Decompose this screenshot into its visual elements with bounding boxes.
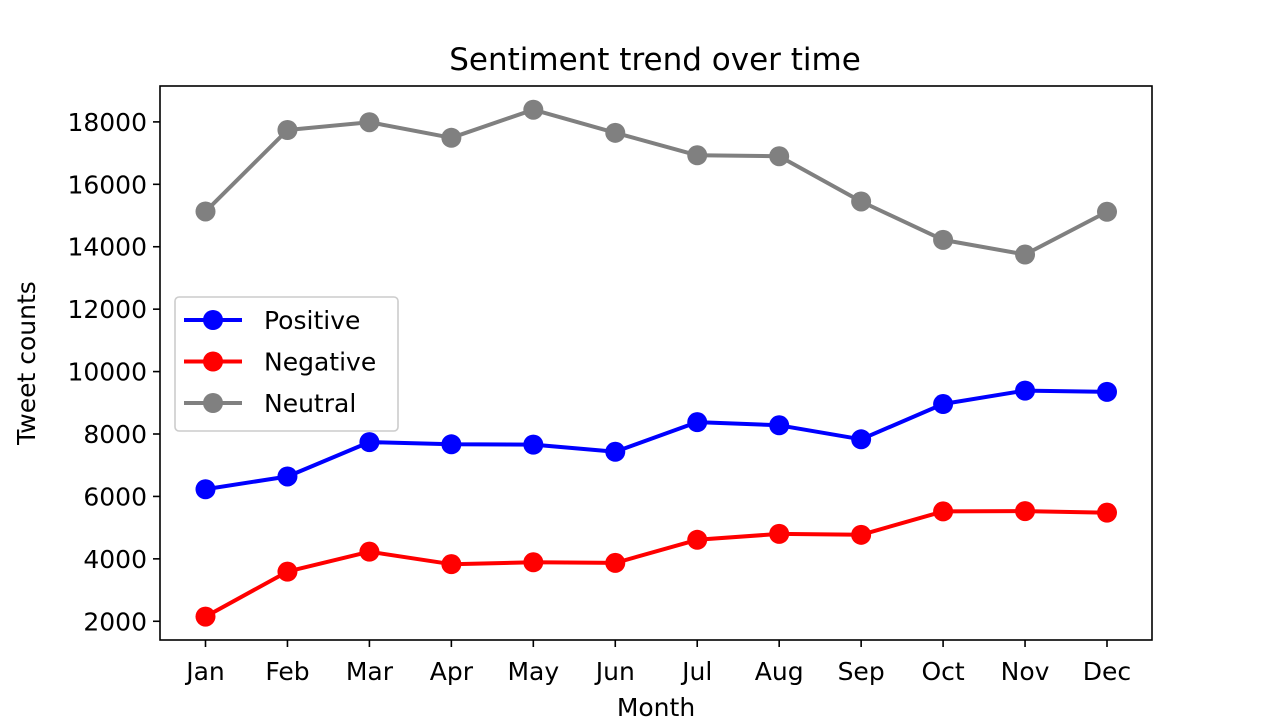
data-point-positive bbox=[851, 429, 872, 450]
y-tick-label: 16000 bbox=[67, 170, 147, 199]
y-tick-label: 8000 bbox=[83, 420, 147, 449]
data-point-positive bbox=[687, 412, 708, 433]
x-axis: Jan Feb Mar Apr May Jun Jul Aug Sep Oct Nov Dec bbox=[184, 640, 1131, 686]
legend-marker-positive bbox=[203, 310, 223, 330]
x-tick-label: May bbox=[507, 657, 559, 686]
data-point-neutral bbox=[687, 145, 708, 166]
data-point-positive bbox=[523, 434, 544, 455]
data-point-neutral bbox=[1015, 244, 1036, 265]
y-tick-label: 2000 bbox=[83, 607, 147, 636]
legend-label-neutral: Neutral bbox=[264, 389, 356, 418]
legend-marker-neutral bbox=[203, 393, 223, 413]
data-point-positive bbox=[277, 466, 298, 487]
y-tick-label: 12000 bbox=[67, 295, 147, 324]
y-axis: 2000 4000 6000 8000 10000 12000 14000 16000 1800… bbox=[67, 108, 160, 636]
x-tick-label: Nov bbox=[1001, 657, 1050, 686]
data-point-positive bbox=[441, 434, 462, 455]
legend-frame bbox=[174, 296, 399, 432]
data-point-positive bbox=[1015, 380, 1036, 401]
series-layer bbox=[195, 99, 1117, 627]
data-point-positive bbox=[359, 432, 380, 453]
legend-label-positive: Positive bbox=[264, 306, 360, 335]
data-point-negative bbox=[523, 552, 544, 573]
data-point-neutral bbox=[523, 99, 544, 120]
legend-marker-negative bbox=[203, 351, 223, 372]
data-point-positive bbox=[933, 394, 954, 415]
x-axis-label: Month bbox=[617, 693, 695, 720]
data-point-neutral bbox=[195, 201, 216, 222]
data-point-positive bbox=[195, 479, 216, 500]
data-point-positive bbox=[605, 441, 626, 462]
x-tick-label: Aug bbox=[755, 657, 804, 686]
x-tick-label: Jan bbox=[184, 657, 225, 686]
chart-title: Sentiment trend over time bbox=[449, 42, 861, 78]
legend: Positive Negative Neutral bbox=[174, 296, 399, 432]
plot-frame bbox=[159, 85, 1153, 641]
x-tick-label: Sep bbox=[838, 657, 885, 686]
data-point-negative bbox=[851, 524, 872, 545]
data-point-negative bbox=[769, 523, 790, 544]
x-tick-label: Jul bbox=[680, 657, 712, 686]
x-tick-label: Feb bbox=[265, 657, 309, 686]
y-tick-label: 4000 bbox=[83, 545, 147, 574]
data-point-positive bbox=[769, 415, 790, 436]
data-point-negative bbox=[441, 554, 462, 575]
data-point-neutral bbox=[277, 120, 298, 141]
x-tick-label: Mar bbox=[346, 657, 394, 686]
y-tick-label: 6000 bbox=[83, 482, 147, 511]
x-tick-label: Oct bbox=[921, 657, 964, 686]
series-line-negative bbox=[202, 509, 1110, 620]
x-tick-label: Apr bbox=[430, 657, 474, 686]
data-point-neutral bbox=[1097, 201, 1117, 222]
data-point-negative bbox=[687, 529, 708, 550]
legend-label-negative: Negative bbox=[264, 348, 376, 377]
series-line-positive bbox=[203, 388, 1110, 492]
data-point-negative bbox=[1015, 501, 1036, 522]
data-point-neutral bbox=[359, 112, 380, 133]
data-point-negative bbox=[933, 501, 954, 522]
data-point-positive bbox=[1097, 381, 1117, 402]
y-axis-label: Tweet counts bbox=[12, 281, 41, 446]
x-tick-label: Jun bbox=[594, 657, 635, 686]
x-tick-label: Dec bbox=[1083, 657, 1131, 686]
data-point-negative bbox=[195, 606, 216, 627]
y-tick-label: 18000 bbox=[67, 108, 147, 137]
data-point-neutral bbox=[605, 122, 626, 143]
data-point-neutral bbox=[933, 229, 954, 250]
data-point-negative bbox=[277, 561, 298, 582]
y-tick-label: 10000 bbox=[67, 358, 147, 387]
data-point-negative bbox=[359, 541, 380, 562]
data-point-negative bbox=[605, 552, 626, 573]
data-point-neutral bbox=[851, 191, 872, 212]
y-tick-label: 14000 bbox=[67, 233, 147, 262]
data-point-negative bbox=[1097, 502, 1117, 523]
data-point-neutral bbox=[441, 127, 462, 148]
data-point-neutral bbox=[769, 146, 790, 167]
series-line-neutral bbox=[202, 107, 1110, 257]
